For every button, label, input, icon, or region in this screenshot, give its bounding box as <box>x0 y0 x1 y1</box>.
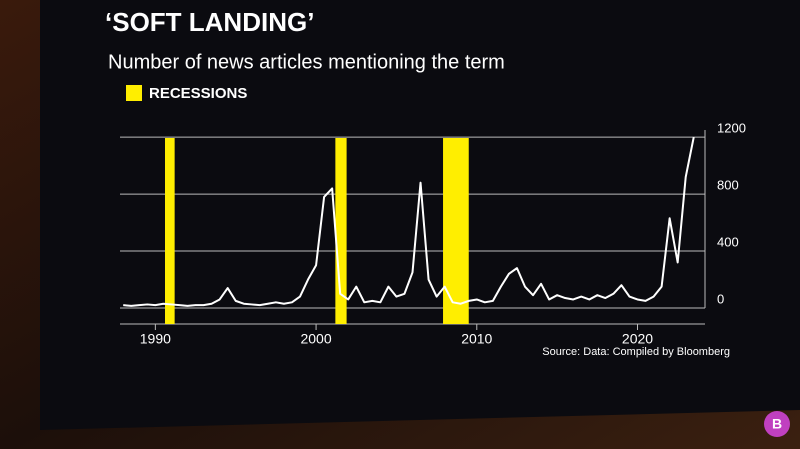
x-tick-label: 1990 <box>140 331 171 347</box>
logo <box>764 411 790 437</box>
x-tick-label: 2020 <box>622 331 653 347</box>
recession-band <box>165 138 175 324</box>
legend-label: RECESSIONS <box>149 85 247 102</box>
recession-band <box>443 138 469 324</box>
chart-panel <box>40 0 800 430</box>
legend-swatch <box>126 85 142 101</box>
recession-band <box>335 138 347 324</box>
chart-subtitle: Number of news articles mentioning the t… <box>108 51 505 73</box>
source: Source: Data: Compiled by Bloomberg <box>542 346 730 358</box>
y-tick-label: 400 <box>717 234 739 249</box>
y-tick-label: 0 <box>717 291 724 306</box>
x-tick-label: 2010 <box>461 331 492 347</box>
logo-letter: B <box>772 416 782 432</box>
y-tick-label: 800 <box>717 178 739 193</box>
y-tick-label: 1200 <box>717 121 746 136</box>
line <box>123 136 695 307</box>
chart-title: ‘SOFT LANDING’ <box>105 7 314 37</box>
x-tick-label: 2000 <box>300 331 331 347</box>
